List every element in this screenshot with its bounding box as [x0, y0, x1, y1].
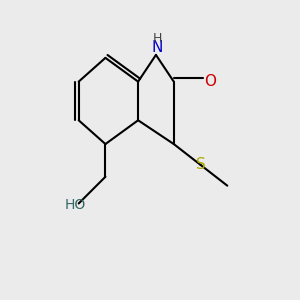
Text: N: N	[152, 40, 163, 55]
Text: S: S	[196, 158, 206, 172]
Text: H: H	[153, 32, 162, 45]
Text: O: O	[204, 74, 216, 89]
Text: HO: HO	[65, 198, 86, 212]
